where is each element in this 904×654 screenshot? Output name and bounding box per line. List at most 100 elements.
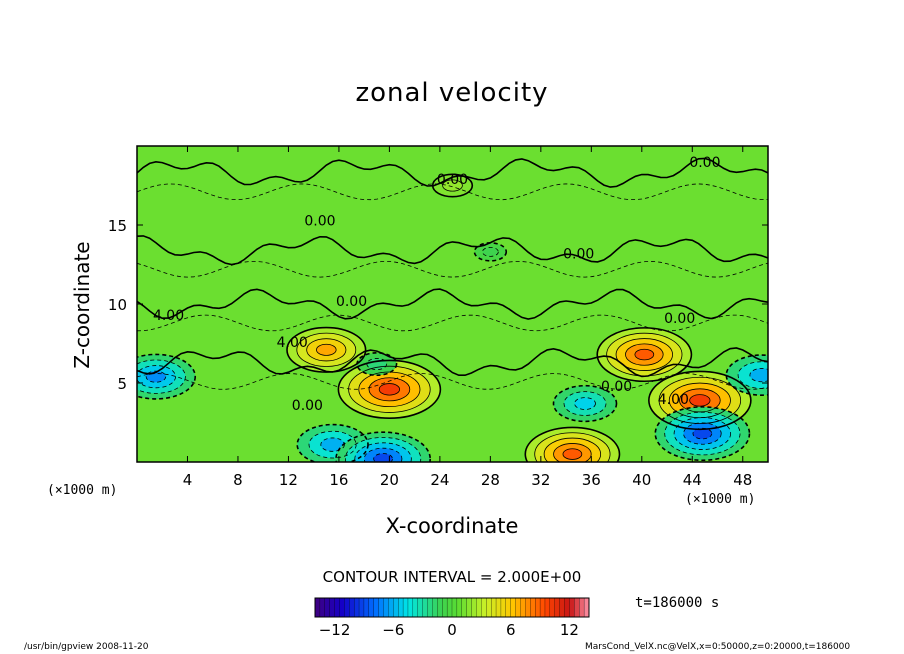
- colorbar-segment: [451, 597, 458, 618]
- contour-line: [673, 417, 732, 450]
- colorbar-segment: [515, 597, 521, 618]
- colorbar-segment: [388, 597, 394, 618]
- contour-line: [596, 327, 693, 383]
- contour-interval-label: CONTOUR INTERVAL = 2.000E+00: [322, 568, 582, 586]
- contour-line: [368, 377, 411, 402]
- x-unit-label-left: (×1000 m): [47, 483, 118, 498]
- colorbar-segment: [432, 597, 438, 618]
- colorbar-segment: [378, 597, 384, 618]
- x-tick-label: 16: [329, 471, 348, 489]
- colorbar-segment: [471, 597, 477, 618]
- colorbar-segment: [569, 597, 575, 618]
- contour-line: [345, 437, 422, 462]
- contour-line: [692, 427, 713, 440]
- contour-line: [356, 352, 398, 377]
- contour-value-label: 4.00: [277, 335, 308, 351]
- colorbar-segment: [383, 597, 389, 618]
- contour-line: [316, 343, 337, 356]
- colorbar-segment: [559, 597, 565, 618]
- velocity-region: [634, 349, 654, 360]
- x-tick-label: 44: [683, 471, 702, 489]
- y-axis-ticks: 5 10 15: [108, 217, 768, 393]
- velocity-field: [137, 174, 768, 462]
- velocity-region: [316, 344, 337, 356]
- x-axis-ticks: 4 8 12 16 20 24 28 32 36 40 44 48: [183, 146, 752, 489]
- contour-line: [683, 422, 722, 445]
- contour-line: [348, 365, 431, 413]
- y-tick-label: 10: [108, 296, 127, 314]
- colorbar-segment: [446, 597, 453, 618]
- colorbar-segment: [530, 597, 536, 618]
- negative-contour-line: [137, 373, 768, 390]
- colorbar-segment: [334, 597, 340, 618]
- colorbar-tick-label: −12: [319, 621, 351, 639]
- contour-line: [689, 394, 711, 407]
- contour-line: [296, 423, 369, 462]
- velocity-region: [689, 394, 711, 407]
- contour-line: [306, 338, 347, 362]
- colorbar-segment: [393, 597, 399, 618]
- velocity-region: [482, 247, 499, 257]
- colorbar-segment: [579, 597, 585, 618]
- x-unit-label-right: (×1000 m): [685, 492, 756, 507]
- colorbar-segment: [490, 597, 497, 618]
- chart-title: zonal velocity: [355, 78, 549, 108]
- contour-value-label: 0.00: [336, 294, 367, 310]
- colorbar-segment: [412, 597, 419, 618]
- contour-line: [363, 447, 403, 462]
- colorbar-segment: [368, 597, 375, 618]
- colorbar-segment: [549, 597, 556, 618]
- x-tick-label: 40: [632, 471, 651, 489]
- negative-contour-line: [137, 314, 768, 332]
- colorbar-segment: [486, 597, 492, 618]
- colorbar-segment: [324, 597, 331, 618]
- contour-line: [668, 382, 731, 419]
- colorbar-segment: [344, 597, 350, 618]
- contour-line: [574, 397, 596, 410]
- contour-line: [378, 383, 400, 396]
- colorbar-segment: [535, 597, 541, 618]
- contour-line: [648, 370, 752, 431]
- contour-line: [335, 431, 431, 462]
- colorbar-segment: [495, 597, 502, 618]
- contour-line: [442, 179, 463, 192]
- contour-line: [354, 442, 412, 462]
- colorbar-segment: [314, 597, 321, 618]
- colorbar-segment: [544, 597, 551, 618]
- colorbar-segment: [476, 597, 482, 618]
- contour-line: [658, 376, 742, 424]
- contour-line: [615, 338, 673, 371]
- colorbar-segment: [461, 597, 468, 618]
- x-tick-label: 20: [380, 471, 399, 489]
- contour-value-label: 4.00: [153, 308, 184, 324]
- colorbar-segment: [500, 597, 507, 618]
- contour-line: [373, 453, 393, 462]
- contour-value-label: 0.00: [292, 398, 323, 414]
- colorbar-segment: [442, 597, 448, 618]
- contour-value-label: 0.00: [601, 379, 632, 395]
- velocity-region: [574, 397, 596, 410]
- plot-area: 0.00 0.00 0.00 0.00 4.00 0.00 0.00 4.00 0.00 4.00…: [136, 145, 769, 463]
- x-axis-label: X-coordinate: [385, 514, 519, 538]
- colorbar-segment: [422, 597, 428, 618]
- contour-line: [725, 354, 768, 396]
- colorbar-tick-label: 0: [447, 621, 457, 639]
- zero-contour-line: [137, 347, 768, 378]
- colorbar-segment: [456, 597, 463, 618]
- colorbar-segment: [402, 597, 409, 618]
- colorbar-segment: [319, 597, 326, 618]
- velocity-region: [373, 453, 393, 462]
- contour-line: [634, 348, 655, 361]
- colorbar-tick-label: 12: [560, 621, 579, 639]
- contour-value-label: 0.00: [563, 246, 594, 262]
- colorbar-segment: [525, 597, 531, 618]
- colorbar-segment: [466, 597, 473, 618]
- contour-line: [308, 430, 357, 459]
- contour-line: [664, 411, 741, 456]
- time-label: t=186000 s: [635, 595, 720, 611]
- colorbar-segment: [510, 597, 517, 618]
- colorbar-segment: [329, 597, 336, 618]
- footer-program-date: /usr/bin/gpview 2008-11-20: [24, 642, 149, 652]
- colorbar-segment: [363, 597, 370, 618]
